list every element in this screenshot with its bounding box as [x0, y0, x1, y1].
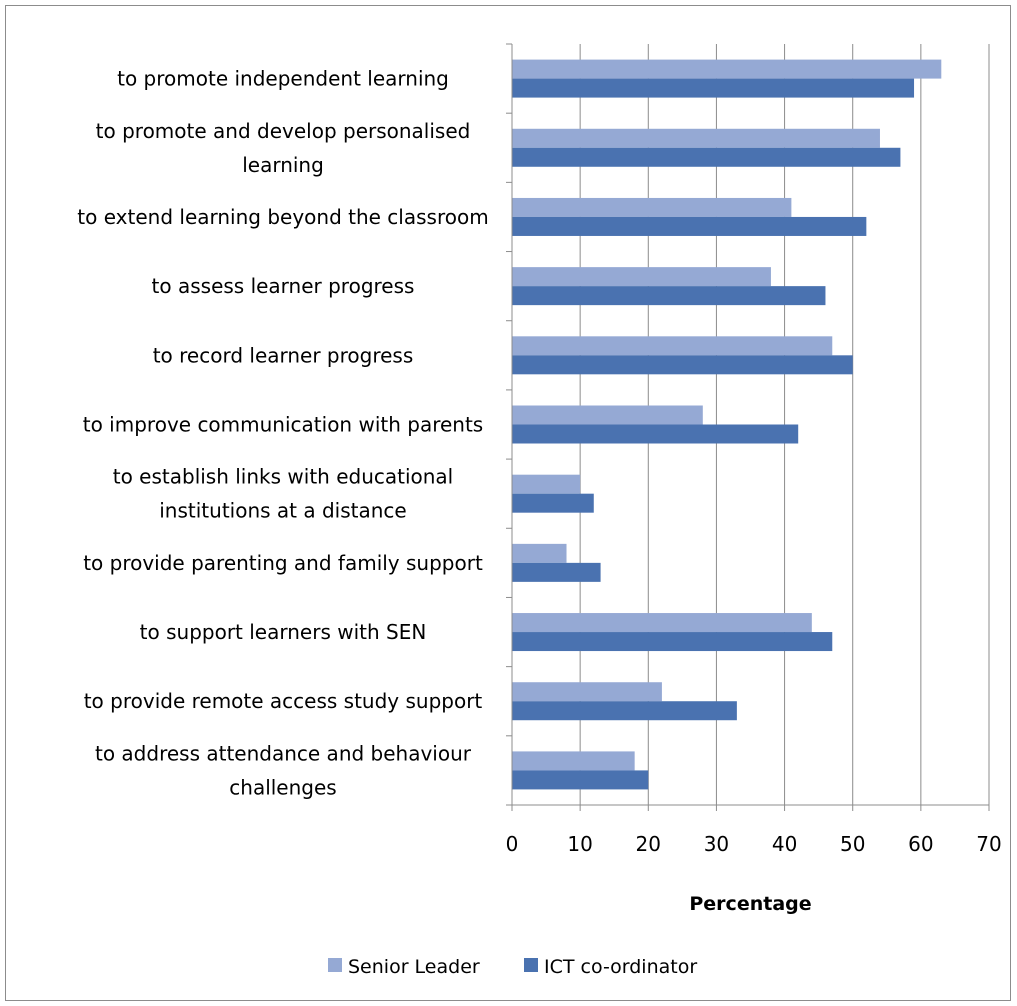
bar-senior-leader: [512, 751, 635, 771]
legend-label: ICT co-ordinator: [544, 956, 697, 978]
chart-frame: to promote independent learning to promot…: [5, 5, 1011, 1001]
bar-ict-coordinator: [512, 147, 901, 167]
bar-ict-coordinator: [512, 78, 915, 98]
category-label: to establish links with educational insti…: [113, 465, 454, 523]
category-labels: to promote independent learning to promot…: [77, 67, 488, 800]
category-label: to promote independent learning: [117, 67, 449, 91]
bar-ict-coordinator: [512, 632, 833, 652]
bar-ict-coordinator: [512, 493, 594, 513]
x-tick-label: 10: [567, 832, 592, 856]
bar-senior-leader: [512, 197, 792, 217]
category-label: to record learner progress: [153, 343, 414, 367]
x-axis-title: Percentage: [689, 893, 811, 915]
x-tick-label: 50: [840, 832, 865, 856]
category-label: to improve communication with parents: [83, 413, 483, 437]
axes: [506, 43, 990, 811]
x-tick-label: 60: [908, 832, 933, 856]
bar-ict-coordinator: [512, 286, 826, 306]
bars: [512, 59, 942, 790]
bar-senior-leader: [512, 474, 581, 494]
bar-senior-leader: [512, 543, 567, 563]
legend: Senior Leader ICT co-ordinator: [328, 956, 697, 978]
category-label: to provide remote access study support: [84, 689, 483, 713]
x-tick-labels: 0 10 20 30 40 50 60 70: [506, 832, 1002, 856]
bar-chart: to promote independent learning to promot…: [77, 43, 1002, 978]
bar-senior-leader: [512, 682, 662, 702]
bar-senior-leader: [512, 128, 880, 148]
bar-senior-leader: [512, 405, 703, 425]
bar-ict-coordinator: [512, 770, 649, 790]
legend-label: Senior Leader: [348, 956, 480, 978]
legend-swatch-ict-coordinator: [524, 958, 538, 972]
category-label: to promote and develop personalised learn…: [96, 119, 471, 177]
bar-senior-leader: [512, 336, 833, 356]
x-tick-label: 20: [636, 832, 661, 856]
x-tick-label: 30: [704, 832, 729, 856]
x-tick-label: 40: [772, 832, 797, 856]
bar-senior-leader: [512, 267, 771, 287]
bar-senior-leader: [512, 613, 812, 633]
category-label: to provide parenting and family support: [83, 551, 483, 575]
bar-ict-coordinator: [512, 216, 867, 236]
bar-ict-coordinator: [512, 355, 853, 375]
category-label: to support learners with SEN: [140, 620, 427, 644]
bar-ict-coordinator: [512, 562, 601, 582]
category-label: to address attendance and behaviour chall…: [95, 741, 472, 799]
x-tick-label: 0: [506, 832, 519, 856]
category-label: to extend learning beyond the classroom: [77, 205, 488, 229]
legend-swatch-senior-leader: [328, 958, 342, 972]
bar-senior-leader: [512, 59, 942, 79]
category-label: to assess learner progress: [152, 274, 415, 298]
bar-ict-coordinator: [512, 701, 737, 721]
bar-ict-coordinator: [512, 424, 799, 444]
x-tick-label: 70: [976, 832, 1001, 856]
